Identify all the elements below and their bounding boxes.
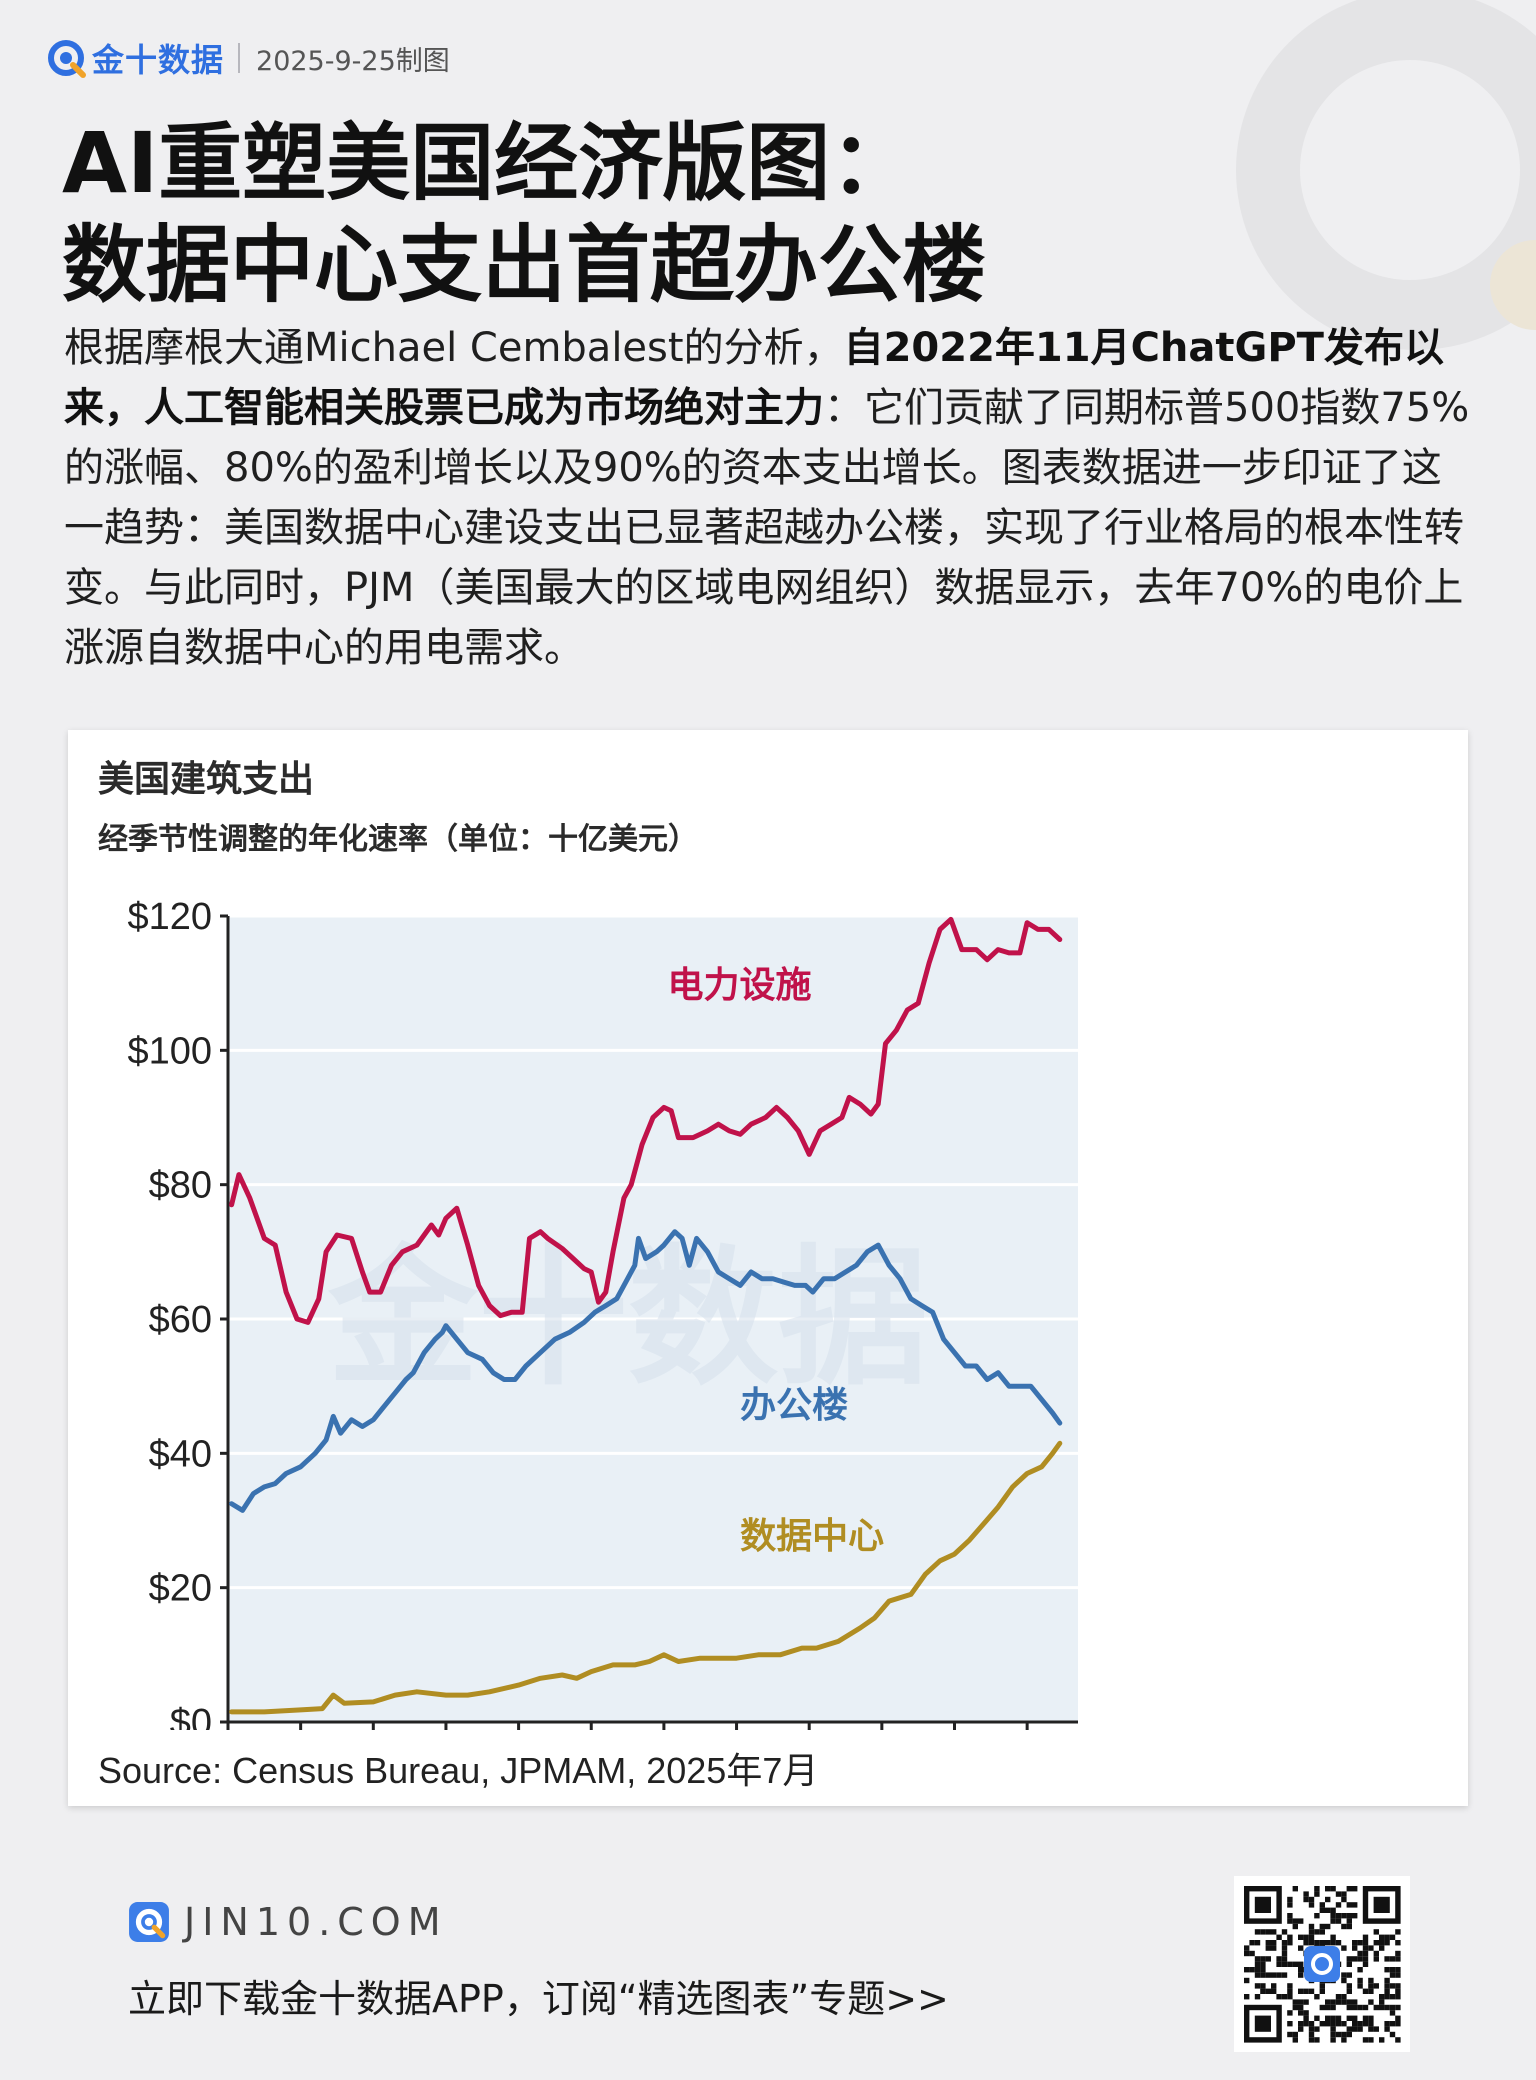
decor-circle-inner	[1300, 60, 1520, 280]
y-tick-label: $0	[170, 1702, 212, 1730]
y-tick-label: $120	[127, 896, 212, 938]
y-tick-label: $100	[127, 1030, 212, 1072]
publish-date: 2025-9-25制图	[256, 45, 450, 77]
y-tick-label: $40	[149, 1433, 212, 1475]
series-label: 电力设施	[668, 965, 812, 1006]
series-label: 数据中心	[740, 1516, 884, 1557]
chart-source: Source: Census Bureau, JPMAM, 2025年7月	[98, 1750, 819, 1791]
series-line-数据中心	[229, 1440, 1063, 1715]
download-cta[interactable]: 立即下载金十数据APP，订阅“精选图表”专题>>	[128, 1977, 949, 2021]
page-title: AI重塑美国经济版图： 数据中心支出首超办公楼	[62, 112, 1362, 316]
title-line-1: AI重塑美国经济版图：	[62, 114, 915, 212]
series-line-办公楼	[229, 1229, 1063, 1513]
qr-code[interactable]	[1234, 1876, 1410, 2052]
chart-title: 美国建筑支出	[98, 759, 315, 800]
intro-text-2: ：它们贡献了同期标普500指数75%的涨幅、80%的盈利增长以及90%的资本支出…	[64, 385, 1470, 671]
title-line-2: 数据中心支出首超办公楼	[62, 216, 987, 314]
y-tick-label: $80	[149, 1165, 212, 1207]
y-tick-label: $60	[149, 1299, 212, 1341]
chart-subtitle: 经季节性调整的年化速率（单位：十亿美元）	[98, 822, 698, 857]
chart-card: 美国建筑支出 经季节性调整的年化速率（单位：十亿美元） $0 $20 $40 $60 $…	[68, 730, 1468, 1806]
footer-brand: JIN10.COM	[128, 1900, 448, 1944]
intro-text-1: 根据摩根大通Michael Cembalest的分析，	[64, 325, 844, 371]
intro-highlight: 自2022年11月ChatGPT发布以来，人工智能相关股票已成为市场绝对主力	[64, 325, 1444, 431]
line-chart: $0$20$40$60$80$100$120'14'15'16'17'18'19…	[127, 896, 1078, 1730]
footer-url[interactable]: JIN10.COM	[184, 1900, 448, 1944]
header-divider	[238, 43, 241, 73]
header: 金十数据 2025-9-25制图	[46, 36, 450, 80]
jin10-logo-icon	[129, 1902, 169, 1942]
series-line-电力设施	[229, 916, 1063, 1325]
y-tick-label: $20	[149, 1568, 212, 1610]
watermark-brand: 金十数据	[327, 1232, 928, 1406]
intro-paragraph: 根据摩根大通Michael Cembalest的分析，自2022年11月Chat…	[64, 318, 1474, 678]
series-label: 办公楼	[740, 1385, 848, 1426]
brand-name: 金十数据	[92, 41, 225, 79]
jin10-logo-icon	[46, 38, 86, 78]
